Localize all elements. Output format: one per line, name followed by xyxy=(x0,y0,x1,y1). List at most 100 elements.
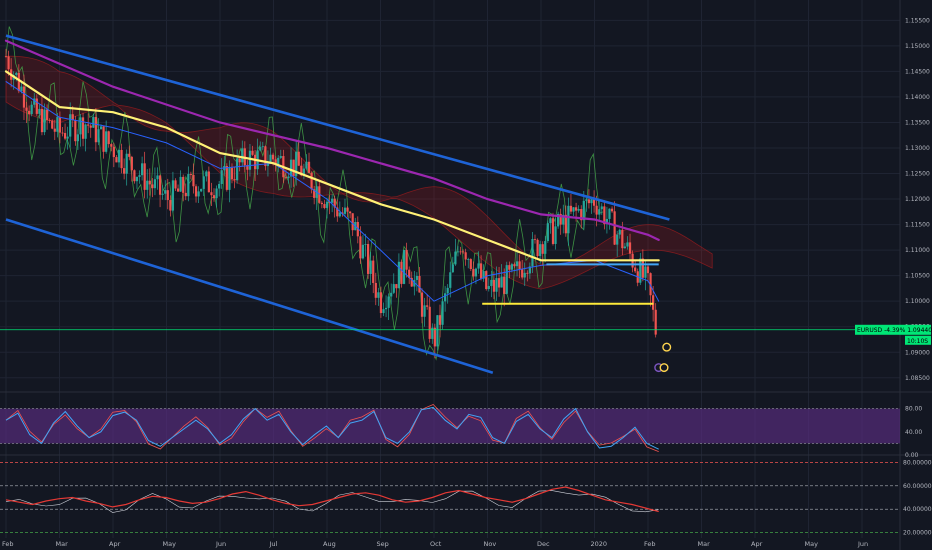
candle-body xyxy=(454,251,457,265)
candle-body xyxy=(616,234,619,245)
oscillator-pane[interactable] xyxy=(0,461,900,534)
candle-body xyxy=(123,168,126,174)
candle-body xyxy=(521,269,524,278)
candle-body xyxy=(464,252,467,260)
candle-body xyxy=(528,266,531,274)
candle-body xyxy=(171,180,175,211)
price-axis[interactable]: 1.15500 1.15000 1.14500 1.14000 1.13500 1.130… xyxy=(903,17,932,536)
time-axis[interactable]: Feb Mar Apr May Jun Jul Aug Sep Oct Nov Dec 2020 Feb… xyxy=(2,540,868,548)
candle-body xyxy=(423,305,426,317)
rsi-tick-label: 0.00 xyxy=(905,452,919,459)
candle-body xyxy=(366,244,370,274)
price-tick-label: 1.15000 xyxy=(905,43,930,50)
price-tick-label: 1.13000 xyxy=(905,145,930,152)
candle-body xyxy=(174,180,177,189)
candle-body xyxy=(102,126,105,152)
candle-body xyxy=(610,208,614,212)
candle-body xyxy=(551,218,555,244)
candle-body xyxy=(585,199,588,201)
candle-body xyxy=(297,151,300,166)
candle-body xyxy=(426,305,429,307)
candle-body xyxy=(251,150,254,155)
candle-body xyxy=(331,198,334,203)
candle-body xyxy=(377,292,380,298)
candle-body xyxy=(89,125,92,128)
candle-body xyxy=(112,146,115,158)
countdown-label: 10:10S xyxy=(907,338,928,345)
candle-body xyxy=(526,272,529,274)
candle-body xyxy=(38,108,41,114)
candle-body xyxy=(479,263,483,279)
candle-body xyxy=(7,56,10,70)
candle-body xyxy=(384,307,388,310)
price-tags: EURUSD -4.39% 1.09440 10:10S xyxy=(855,324,932,345)
time-tick-label: Oct xyxy=(430,540,442,548)
candle-body xyxy=(577,209,580,211)
price-tick-label: 1.13500 xyxy=(905,119,930,126)
candle-body xyxy=(487,286,490,290)
price-pane[interactable] xyxy=(0,26,900,374)
time-tick-label: Jun xyxy=(857,540,868,548)
candle-body xyxy=(349,211,352,214)
candle-body xyxy=(646,266,650,274)
candle-body xyxy=(51,120,54,129)
ma-slow-line xyxy=(4,39,660,241)
candle-body xyxy=(492,279,496,292)
candle-body xyxy=(505,265,508,294)
candle-body xyxy=(462,251,465,253)
candle-body xyxy=(567,205,570,234)
candle-body xyxy=(621,229,624,249)
candle-body xyxy=(81,117,85,139)
candle-body xyxy=(92,117,95,128)
candle-body xyxy=(510,264,513,270)
candle-body xyxy=(431,327,434,339)
candle-body xyxy=(99,126,103,130)
candle-body xyxy=(459,251,462,253)
candle-body xyxy=(48,120,51,121)
candle-body xyxy=(97,129,100,143)
candle-body xyxy=(390,292,393,297)
candle-body xyxy=(467,259,470,260)
candle-body xyxy=(320,202,323,205)
candle-body xyxy=(402,249,406,284)
candle-body xyxy=(482,271,485,279)
candle-body xyxy=(500,276,503,288)
candle-body xyxy=(261,146,264,148)
time-tick-label: Apr xyxy=(109,540,121,548)
candle-body xyxy=(61,132,64,134)
candle-body xyxy=(600,206,603,210)
candle-body xyxy=(469,259,472,270)
candle-body xyxy=(564,214,567,234)
rsi-pane[interactable] xyxy=(0,404,900,452)
candle-body xyxy=(549,218,552,224)
candle-body xyxy=(179,176,182,192)
candle-body xyxy=(420,292,424,317)
time-tick-label: Dec xyxy=(537,540,550,548)
candle-body xyxy=(233,179,236,181)
candle-body xyxy=(598,209,601,215)
candle-body xyxy=(590,199,593,204)
candle-body xyxy=(63,133,67,139)
candle-body xyxy=(236,158,239,181)
candle-body xyxy=(156,175,159,180)
candle-body xyxy=(71,114,74,121)
candle-body xyxy=(626,242,629,247)
candle-body xyxy=(302,168,305,176)
candle-body xyxy=(266,162,270,167)
oscillator-tick-label: 20.00000 xyxy=(903,530,932,537)
candle-body xyxy=(654,309,657,335)
candle-body xyxy=(28,110,31,115)
candle-body xyxy=(148,180,151,185)
candle-body xyxy=(79,117,82,135)
candle-body xyxy=(205,171,208,177)
price-tick-label: 1.12000 xyxy=(905,196,930,203)
candle-body xyxy=(248,150,252,170)
trend-channel-lower xyxy=(5,218,494,374)
price-tick-label: 1.14500 xyxy=(905,68,930,75)
ichimoku-cloud xyxy=(5,55,713,290)
candle-body xyxy=(200,188,203,192)
candle-body xyxy=(569,205,573,212)
candle-body xyxy=(641,258,644,278)
candle-body xyxy=(269,154,272,163)
